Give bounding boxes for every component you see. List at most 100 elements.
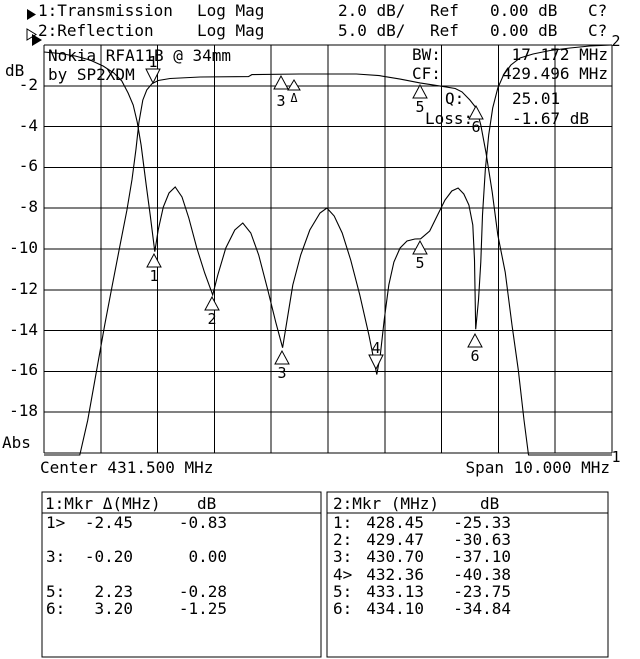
channel-header: 1:Transmission Log Mag 2.0 dB/ Ref 0.00 …	[26, 1, 607, 41]
marker-table-1-border	[41, 491, 322, 658]
t1-marker6-icon	[468, 104, 484, 120]
x-axis-center-label: Center 431.500 MHz	[40, 458, 213, 477]
cell-freq: 3.20	[94, 599, 133, 618]
r-marker5-icon	[412, 239, 428, 255]
grid-horizontal-lines	[44, 44, 612, 454]
ch1-scale: 2.0 dB/	[338, 1, 405, 20]
cell-freq: -2.45	[85, 513, 133, 532]
t1-delta-ref-label: Δ	[290, 91, 298, 105]
cell-freq: 433.13	[366, 582, 424, 601]
transmission-trace	[44, 73, 612, 456]
table-row: 3: 430.70 -37.10	[333, 547, 511, 566]
cell-freq: 2.23	[94, 582, 133, 601]
cell-freq: 428.45	[366, 513, 424, 532]
x-axis-span-label: Span 10.000 MHz	[466, 458, 611, 477]
marker-table-2-border	[326, 491, 609, 658]
marker-table-1: 1:Mkr Δ(MHz) dB 1> -2.45 -0.83 3: -0.20 …	[41, 491, 322, 658]
r-marker4-label: 4	[371, 339, 380, 357]
cell-db: 0.00	[188, 547, 227, 566]
r-marker2-icon	[204, 295, 220, 311]
cell-db: -25.33	[453, 513, 511, 532]
ch1-ref-label: Ref	[430, 1, 459, 20]
cell-id: 6:	[46, 599, 65, 618]
graticule	[32, 34, 613, 454]
marker-table-1-title: 1:Mkr Δ(MHz)	[45, 494, 161, 513]
t1-delta-ref-marker-icon	[287, 79, 301, 91]
r-marker1-icon	[146, 252, 162, 268]
bw-label: BW:	[412, 45, 441, 64]
r-marker6-icon	[467, 332, 483, 348]
marker-table-1-db-header: dB	[197, 494, 216, 513]
cell-freq: 430.70	[366, 547, 424, 566]
y-tick-label: -18	[9, 401, 38, 420]
reflection-markers: 1 2 3 4 5 6	[146, 239, 483, 382]
t1-marker5-icon	[412, 83, 428, 99]
y-axis: dB -2 -4 -6 -8 -10 -12 -14 -16 -18 Abs	[2, 61, 38, 452]
cell-freq: -0.20	[85, 547, 133, 566]
plot-annotations: Nokia RFA11B @ 34mm by SP2XDM BW: 17.172…	[48, 32, 621, 466]
marker-table-2-db-header: dB	[480, 494, 499, 513]
ch1-format: Log Mag	[197, 1, 264, 20]
ch2-scale: 5.0 dB/	[338, 21, 405, 40]
y-tick-label: -4	[19, 116, 38, 135]
cell-id: 4>	[333, 565, 352, 584]
q-value: 25.01	[512, 89, 560, 108]
loss-label: Loss:	[425, 109, 473, 128]
cell-id: 2:	[333, 530, 352, 549]
cell-freq: 429.47	[366, 530, 424, 549]
y-axis-abs-label: Abs	[2, 433, 31, 452]
t1-marker6-label: 6	[471, 118, 480, 136]
table-row: 6: 3.20 -1.25	[46, 599, 227, 618]
cell-id: 6:	[333, 599, 352, 618]
t1-marker3-icon	[273, 74, 289, 90]
bw-value: 17.172 MHz	[512, 45, 608, 64]
cell-id: 3:	[46, 547, 65, 566]
t1-marker1-active-icon	[145, 68, 161, 85]
cell-id: 1>	[46, 513, 65, 532]
cf-label: CF:	[412, 64, 441, 83]
cell-freq: 432.36	[366, 565, 424, 584]
y-tick-label: -16	[9, 360, 38, 379]
plot-title-line1: Nokia RFA11B @ 34mm	[48, 46, 231, 65]
table-row: 3: -0.20 0.00	[46, 547, 227, 566]
y-tick-label: -12	[9, 279, 38, 298]
r-marker2-label: 2	[207, 310, 216, 328]
cell-db: -23.75	[453, 582, 511, 601]
t1-marker3-label: 3	[276, 92, 285, 110]
r-marker1-label: 1	[149, 267, 158, 285]
table-row: 5: 2.23 -0.28	[46, 582, 227, 601]
cell-id: 5:	[333, 582, 352, 601]
r-marker5-label: 5	[415, 254, 424, 272]
table-row: 1> -2.45 -0.83	[46, 513, 227, 532]
table-row: 2: 429.47 -30.63	[333, 530, 511, 549]
ch2-format: Log Mag	[197, 21, 264, 40]
marker-table-2-title: 2:Mkr (MHz)	[333, 494, 439, 513]
cell-db: -40.38	[453, 565, 511, 584]
cell-id: 1:	[333, 513, 352, 532]
y-tick-label: -8	[19, 197, 38, 216]
ch2-label: 2:Reflection	[38, 21, 154, 40]
cell-db: -30.63	[453, 530, 511, 549]
t1-marker1-label: 1	[148, 53, 157, 71]
ch1-label: 1:Transmission	[38, 1, 173, 20]
ch1-cal-status: C?	[588, 1, 607, 20]
cell-id: 3:	[333, 547, 352, 566]
r-marker4-active-icon	[368, 354, 384, 371]
t1-marker5-label: 5	[415, 98, 424, 116]
table-row: 4> 432.36 -40.38	[333, 565, 511, 584]
cf-value: 429.496 MHz	[502, 64, 608, 83]
marker-table-2: 2:Mkr (MHz) dB 1: 428.45 -25.33 2: 429.4…	[326, 491, 609, 658]
y-tick-label: -6	[19, 156, 38, 175]
r-marker3-label: 3	[277, 364, 286, 382]
reference-level-arrow-icon	[32, 34, 42, 46]
x-axis: Center 431.500 MHz Span 10.000 MHz	[40, 458, 610, 477]
cell-db: -37.10	[453, 547, 511, 566]
ch2-cal-status: C?	[588, 21, 607, 40]
channel2-arrow-icon	[26, 28, 37, 41]
cell-db: -0.83	[179, 513, 227, 532]
q-label: Q:	[445, 89, 464, 108]
channel1-active-arrow-icon	[27, 9, 36, 20]
table-row: 1: 428.45 -25.33	[333, 513, 511, 532]
